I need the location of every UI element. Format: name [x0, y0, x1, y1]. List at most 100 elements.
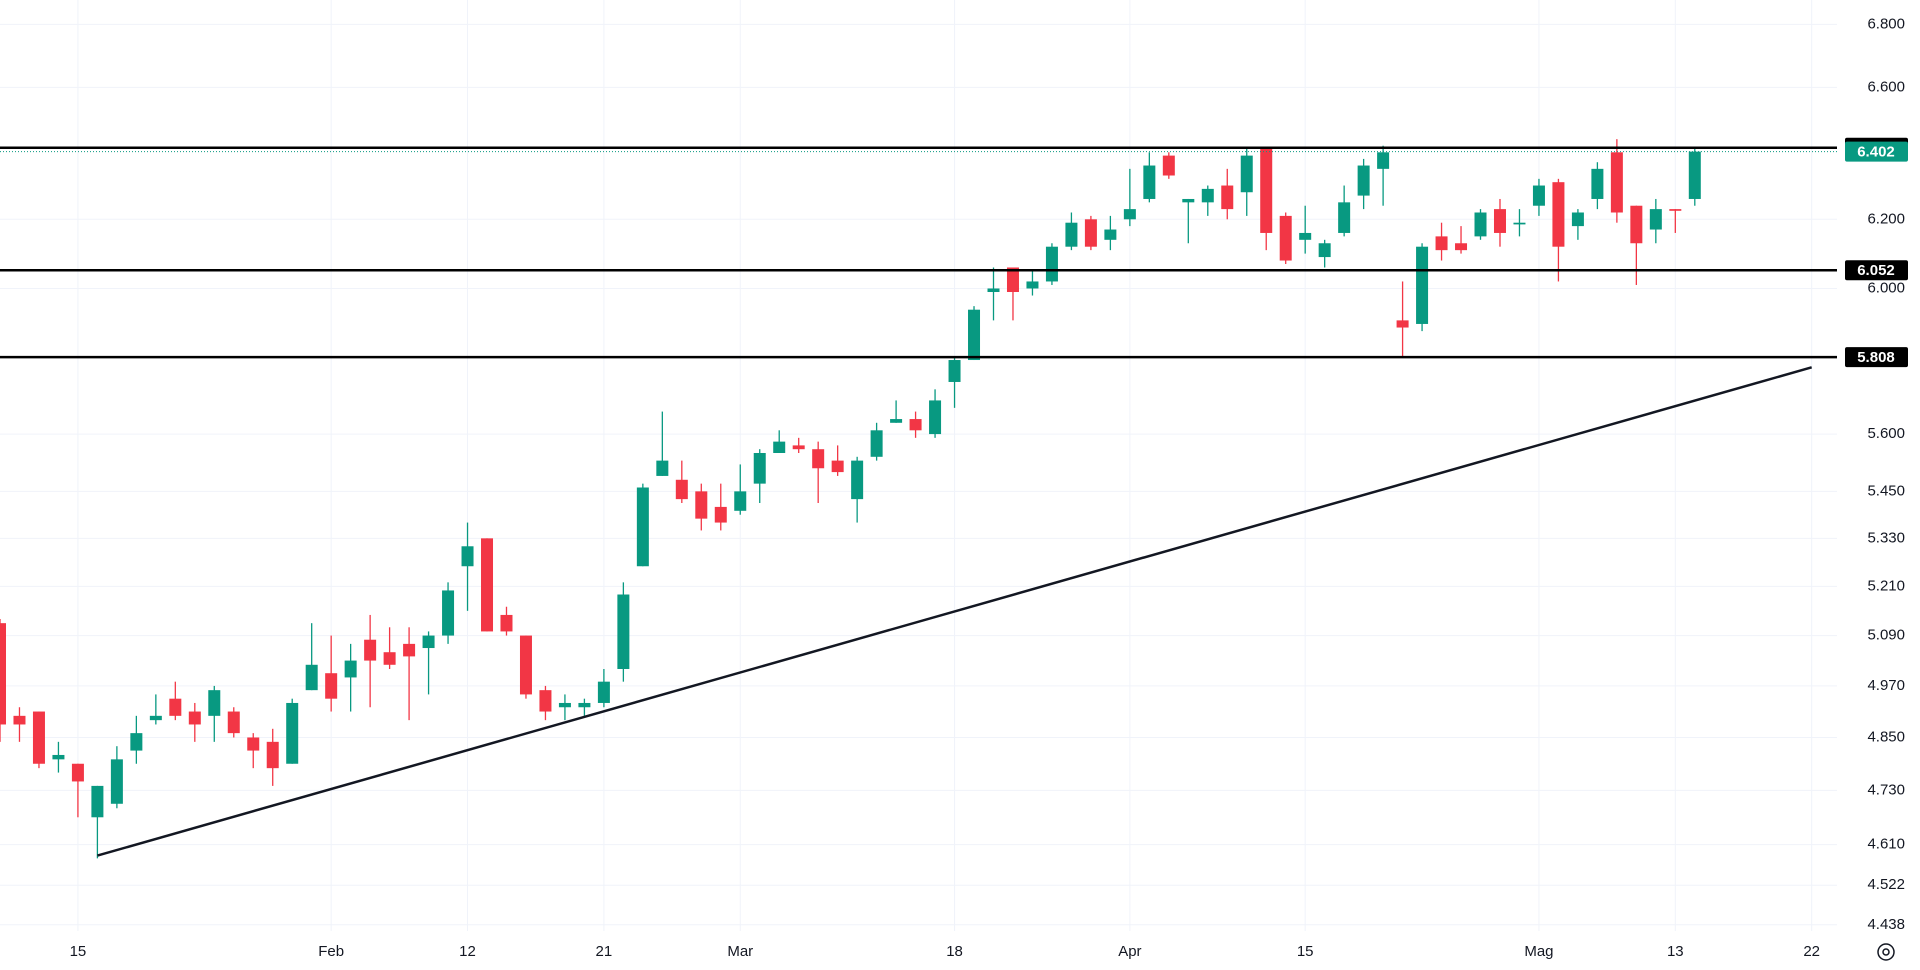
- candle-body: [461, 546, 474, 567]
- grid: [0, 0, 1837, 931]
- candle-body: [890, 419, 903, 423]
- candle-body: [558, 702, 571, 708]
- candle-body: [1435, 236, 1448, 251]
- y-tick-label: 4.970: [1867, 677, 1905, 694]
- candle-body: [636, 487, 649, 567]
- candle-body: [1455, 243, 1468, 251]
- candle-body: [1669, 209, 1682, 211]
- candle-body: [1649, 209, 1662, 230]
- candle-body: [91, 785, 104, 818]
- y-tick-label: 4.610: [1867, 836, 1905, 853]
- candle-body: [1338, 202, 1351, 233]
- candle-body: [149, 715, 162, 721]
- candle-body: [110, 759, 123, 804]
- candle-body: [617, 594, 630, 669]
- candle-body: [32, 711, 45, 764]
- axes: 6.800 6.600 6.200 6.000 5.600 5.450 5.330 5.210…: [70, 15, 1908, 960]
- candle-body: [383, 652, 396, 665]
- candle-body: [1026, 281, 1039, 289]
- candle-body: [948, 360, 961, 382]
- level-label: 6.052: [1857, 262, 1895, 279]
- candle-body: [578, 702, 591, 708]
- y-tick-label: 4.850: [1867, 728, 1905, 745]
- candle-body: [1474, 212, 1487, 237]
- candle-body: [1162, 155, 1175, 176]
- candle-body: [266, 741, 279, 769]
- y-tick-label: 5.450: [1867, 482, 1905, 499]
- last-price-label: 6.402: [1857, 144, 1895, 161]
- candle-body: [344, 660, 357, 678]
- candle-body: [52, 754, 65, 760]
- candle-body: [734, 491, 747, 511]
- candle-body: [695, 491, 708, 519]
- x-tick-label: 15: [70, 943, 87, 960]
- candle-body: [1065, 222, 1078, 247]
- x-tick-label: 21: [596, 943, 613, 960]
- x-tick-label: 18: [946, 943, 963, 960]
- candle-body: [1610, 152, 1623, 213]
- candle-body: [792, 445, 805, 450]
- x-tick-label: 22: [1803, 943, 1820, 960]
- candle-body: [247, 737, 260, 751]
- candle-body: [870, 430, 883, 457]
- candle-body: [1630, 205, 1643, 244]
- candle-body: [1006, 267, 1019, 293]
- candle-body: [364, 639, 377, 661]
- level-label: 5.808: [1857, 349, 1895, 366]
- settings-ring: [1877, 943, 1895, 961]
- candle-body: [1688, 151, 1701, 199]
- candle-body: [130, 733, 143, 751]
- candle-body: [987, 288, 1000, 293]
- candle-body: [519, 635, 532, 695]
- candle-body: [1571, 212, 1584, 227]
- candle-body: [1143, 165, 1156, 199]
- candle-body: [597, 681, 610, 703]
- trend-line: [97, 366, 1813, 857]
- candle-body: [442, 590, 455, 636]
- candle-body: [1377, 152, 1390, 169]
- candle-body: [1084, 219, 1097, 247]
- x-tick-label: Mag: [1524, 943, 1553, 960]
- candle-body: [422, 635, 435, 649]
- candle-body: [13, 715, 26, 725]
- candle-body: [1260, 149, 1273, 233]
- x-tick-label: 13: [1667, 943, 1684, 960]
- y-tick-label: 5.090: [1867, 627, 1905, 644]
- candle-body: [1532, 185, 1545, 206]
- plot: [0, 139, 1837, 859]
- candle-body: [539, 690, 552, 712]
- y-tick-label: 5.330: [1867, 529, 1905, 546]
- level-label-box: [1845, 260, 1908, 281]
- candle-body: [481, 538, 494, 632]
- candle-body: [188, 711, 201, 725]
- candle-body: [1318, 243, 1331, 258]
- candle-body: [909, 419, 922, 431]
- candle-body: [714, 506, 727, 523]
- candle-body: [1299, 232, 1312, 240]
- candle-body: [286, 702, 299, 764]
- candle-body: [305, 664, 318, 691]
- x-tick-label: 12: [459, 943, 476, 960]
- x-tick-label: 15: [1297, 943, 1314, 960]
- last-price-box: [1845, 141, 1908, 162]
- y-tick-label: 4.522: [1867, 876, 1905, 893]
- candle-body: [1104, 229, 1117, 240]
- y-tick-label: 6.200: [1867, 210, 1905, 227]
- y-tick-label: 6.000: [1867, 279, 1905, 296]
- candle-body: [773, 441, 786, 453]
- candle-body: [0, 623, 6, 725]
- candle-body: [1279, 215, 1292, 261]
- candle-body: [1201, 188, 1214, 203]
- candle-body: [1123, 209, 1136, 220]
- candle-body: [1591, 168, 1604, 199]
- candle-body: [208, 690, 221, 716]
- y-tick-label: 4.438: [1867, 916, 1905, 933]
- level-label-box: [1845, 347, 1908, 368]
- candle-body: [1513, 222, 1526, 225]
- y-tick-label: 5.600: [1867, 425, 1905, 442]
- settings-icon[interactable]: [1877, 943, 1895, 961]
- candle-body: [929, 400, 942, 435]
- y-tick-label: 6.600: [1867, 78, 1905, 95]
- candle-body: [851, 460, 864, 500]
